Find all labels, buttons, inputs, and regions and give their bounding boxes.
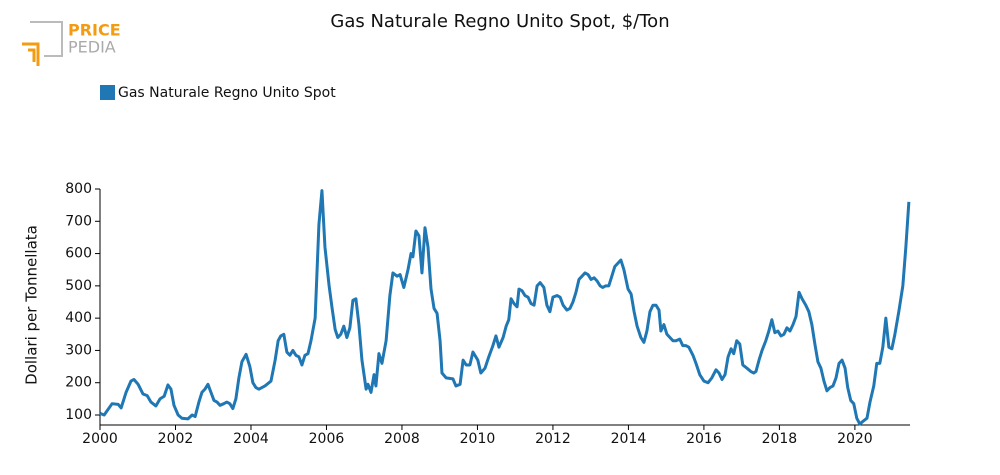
y-tick-label: 500 bbox=[65, 278, 92, 294]
y-tick-label: 300 bbox=[65, 342, 92, 358]
y-tick-label: 700 bbox=[65, 213, 92, 229]
x-tick-label: 2020 bbox=[837, 431, 873, 447]
x-tick-label: 2018 bbox=[762, 431, 798, 447]
x-tick-label: 2004 bbox=[233, 431, 269, 447]
legend-label: Gas Naturale Regno Unito Spot bbox=[118, 85, 336, 101]
y-axis-title: Dollari per Tonnellata bbox=[23, 225, 41, 385]
logo-frame bbox=[30, 21, 63, 57]
x-tick-label: 2012 bbox=[535, 431, 571, 447]
x-tick-label: 2006 bbox=[309, 431, 345, 447]
y-tick-label: 200 bbox=[65, 375, 92, 391]
x-tick-label: 2000 bbox=[82, 431, 118, 447]
logo-text: PEDIA bbox=[68, 38, 116, 57]
x-tick-label: 2014 bbox=[611, 431, 647, 447]
y-tick-label: 600 bbox=[65, 246, 92, 262]
y-tick-label: 800 bbox=[65, 181, 92, 197]
series-line bbox=[99, 189, 911, 426]
logo-mark bbox=[22, 42, 40, 66]
legend-swatch bbox=[100, 85, 115, 100]
x-tick-label: 2008 bbox=[384, 431, 420, 447]
logo: PRICE PEDIA bbox=[22, 21, 121, 66]
y-tick-label: 400 bbox=[65, 310, 92, 326]
x-tick-label: 2016 bbox=[686, 431, 722, 447]
x-tick-label: 2010 bbox=[460, 431, 496, 447]
y-tick-label: 100 bbox=[65, 407, 92, 423]
logo-text: PRICE bbox=[68, 21, 121, 40]
chart-title: Gas Naturale Regno Unito Spot, $/Ton bbox=[330, 11, 669, 32]
x-tick-label: 2002 bbox=[158, 431, 194, 447]
